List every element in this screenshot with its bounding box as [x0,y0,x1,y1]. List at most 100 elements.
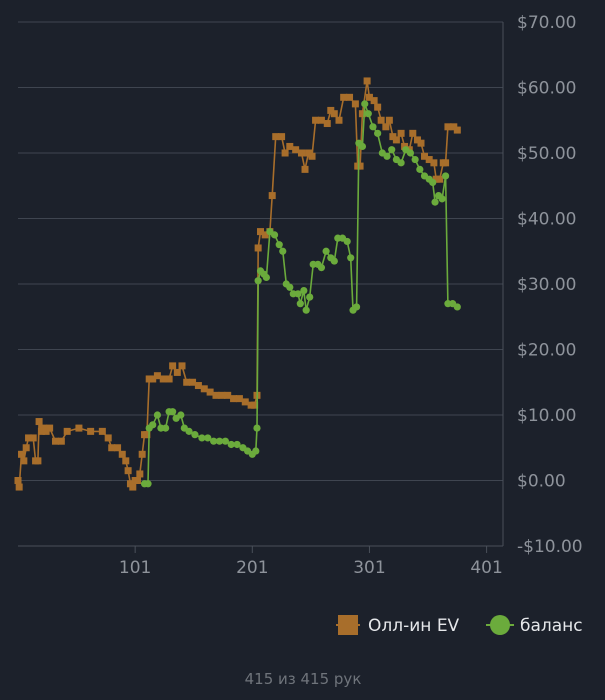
legend-label: Олл-ин EV [368,616,460,636]
legend-item-ev[interactable]: Олл-ин EV [336,615,460,636]
data-point [261,231,269,239]
data-point [118,450,126,458]
data-point [346,93,354,101]
y-tick-label: $0.00 [517,472,566,492]
data-point [358,110,366,118]
hands-count-label: 415 из 415 рук [245,670,362,688]
data-point [296,300,304,308]
y-tick-label: $50.00 [517,144,576,164]
data-point [343,237,351,246]
data-point [356,162,364,170]
data-point [233,440,241,449]
data-point [210,437,218,445]
data-point [351,100,359,108]
data-point [133,477,141,484]
data-point [173,368,181,376]
data-point [165,375,173,383]
data-point [251,401,259,409]
data-point [20,457,28,465]
data-point [300,286,308,295]
data-point [29,434,37,442]
series-layer [14,77,461,491]
data-point [247,401,255,409]
data-point [279,247,287,255]
data-point [406,149,415,157]
y-tick-label: $10.00 [517,406,576,426]
data-point [212,391,220,399]
data-point [57,437,65,445]
data-point [159,375,167,383]
data-point [385,116,393,124]
data-point [254,244,262,252]
data-point [413,136,421,144]
data-point [278,133,286,141]
data-point [198,434,206,442]
x-axis-ticks: 101 201 301 401 [119,546,503,578]
data-point [330,110,338,118]
data-point [438,195,446,203]
data-point [270,231,279,239]
data-point [365,93,373,101]
data-point [382,123,390,131]
x-tick-label: 201 [236,558,268,578]
data-point [34,457,42,465]
data-point [191,431,199,439]
data-point [98,427,106,435]
data-point [235,395,243,403]
y-tick-label: $20.00 [517,341,576,361]
data-point [14,477,22,484]
y-tick-label: $70.00 [517,13,576,33]
data-point [312,116,320,124]
data-point [241,398,249,406]
data-point [46,424,54,432]
data-point [253,424,261,432]
data-point [15,483,23,491]
data-point [409,129,417,137]
data-point [224,391,232,399]
data-point [268,192,276,200]
data-point [114,444,122,452]
data-point [42,427,50,435]
data-point [305,149,313,157]
data-point [108,444,116,452]
data-point [206,388,214,396]
data-point [436,175,444,183]
data-point [352,303,361,311]
data-point [183,378,191,386]
data-point [335,116,343,124]
data-point [252,447,260,455]
series-2 [140,100,461,488]
data-point [323,120,331,128]
data-point [169,362,177,370]
data-point [254,277,262,285]
data-point [149,375,157,383]
y-tick-label: $60.00 [517,79,576,99]
legend[interactable]: Олл-ин EV баланс [336,615,583,636]
data-point [322,247,330,255]
data-point [389,133,397,141]
x-tick-label: 301 [353,558,385,578]
data-point [417,139,425,147]
data-point [432,175,440,183]
data-point [397,159,405,167]
x-tick-label: 401 [470,558,502,578]
data-point [153,411,162,419]
data-point [374,103,382,111]
data-point [294,290,302,298]
data-point [425,156,433,164]
data-point [200,385,208,393]
data-point [444,123,452,131]
data-point [431,198,439,206]
data-point [397,129,405,137]
data-point [122,457,130,465]
data-point [301,165,309,173]
data-point [136,470,144,478]
data-point [104,434,112,442]
y-axis-labels: -$10.00 $0.00 $10.00 $20.00 $30.00 $40.00 $50.… [517,13,583,557]
data-point [87,427,95,435]
data-point [177,411,185,419]
legend-item-balance[interactable]: баланс [486,615,583,636]
data-point [370,97,378,105]
data-point [298,149,306,157]
